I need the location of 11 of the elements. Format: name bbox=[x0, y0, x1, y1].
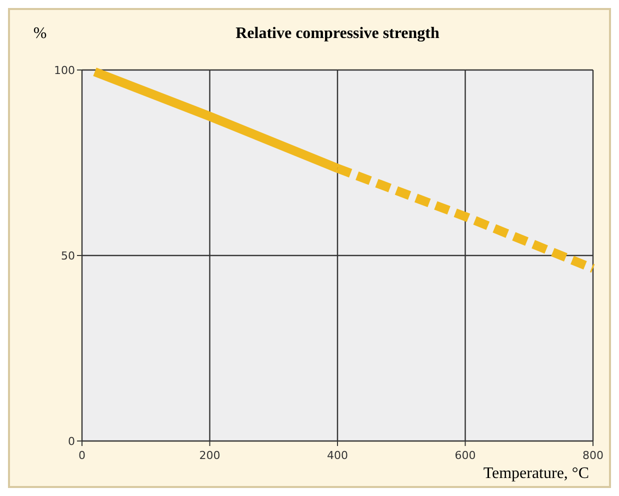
x-tick-label: 400 bbox=[327, 449, 348, 462]
x-tick-label: 600 bbox=[454, 449, 476, 462]
x-axis-title: Temperature, °C bbox=[483, 465, 589, 482]
x-tick-label: 0 bbox=[78, 449, 86, 462]
x-tick-label: 800 bbox=[582, 449, 604, 462]
y-tick-label: 50 bbox=[61, 250, 75, 262]
chart-title: Relative compressive strength bbox=[236, 25, 440, 42]
y-tick-label: 0 bbox=[68, 435, 75, 448]
x-tick-label: 200 bbox=[199, 449, 220, 462]
y-axis-title: % bbox=[33, 25, 47, 42]
y-tick-label: 100 bbox=[54, 64, 75, 77]
